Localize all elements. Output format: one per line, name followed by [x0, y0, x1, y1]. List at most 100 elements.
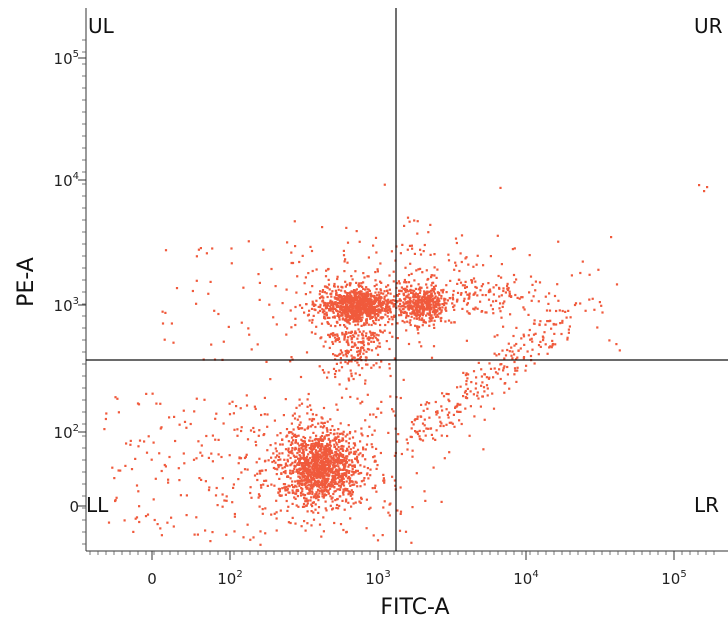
scatter-point — [532, 333, 536, 336]
scatter-point — [434, 315, 437, 318]
scatter-point — [393, 479, 396, 482]
scatter-point — [323, 480, 326, 483]
scatter-point — [298, 398, 301, 401]
scatter-point — [429, 297, 432, 300]
scatter-point — [358, 330, 361, 333]
scatter-point — [321, 495, 324, 498]
scatter-point — [304, 482, 308, 485]
scatter-point — [465, 303, 469, 306]
scatter-point — [296, 452, 299, 455]
scatter-point — [369, 315, 372, 318]
scatter-point — [329, 495, 332, 498]
scatter-point — [135, 516, 139, 519]
scatter-point — [357, 472, 360, 475]
scatter-point — [351, 436, 355, 439]
scatter-point — [292, 435, 295, 438]
scatter-point — [446, 299, 449, 302]
scatter-point — [321, 464, 324, 467]
scatter-point — [270, 456, 273, 459]
scatter-point — [366, 347, 369, 351]
scatter-point — [420, 312, 423, 315]
scatter-point — [294, 484, 297, 487]
scatter-point — [347, 297, 350, 300]
scatter-point — [499, 302, 502, 305]
scatter-point — [331, 316, 335, 319]
scatter-point — [418, 435, 421, 438]
scatter-point — [468, 292, 471, 295]
scatter-point — [116, 397, 119, 400]
scatter-point — [346, 455, 349, 458]
scatter-point — [329, 487, 332, 490]
scatter-point — [428, 416, 431, 419]
scatter-point — [428, 402, 431, 405]
scatter-point — [328, 346, 331, 349]
scatter-point — [340, 432, 343, 435]
scatter-point — [270, 513, 273, 516]
scatter-point — [487, 291, 490, 294]
scatter-point — [351, 491, 354, 494]
scatter-point — [358, 240, 361, 243]
scatter-point — [351, 480, 354, 483]
scatter-point — [412, 423, 415, 426]
scatter-point — [333, 296, 336, 299]
scatter-point — [316, 455, 319, 458]
scatter-point — [424, 403, 427, 406]
scatter-point — [298, 461, 301, 464]
scatter-point — [452, 305, 455, 309]
scatter-point — [322, 495, 325, 498]
scatter-point — [359, 350, 362, 353]
scatter-point — [296, 426, 300, 429]
scatter-point — [372, 321, 375, 325]
scatter-point — [318, 297, 322, 300]
scatter-point — [306, 499, 310, 502]
scatter-point — [334, 436, 337, 439]
scatter-point — [305, 497, 308, 500]
scatter-point — [296, 479, 299, 482]
scatter-point — [335, 354, 338, 357]
scatter-point — [340, 311, 343, 315]
scatter-point — [314, 481, 317, 485]
scatter-point — [333, 336, 337, 339]
scatter-point — [465, 285, 468, 289]
scatter-point — [422, 321, 425, 324]
scatter-point — [402, 301, 405, 304]
scatter-point — [471, 279, 474, 282]
scatter-point — [168, 455, 171, 459]
scatter-point — [353, 291, 356, 294]
scatter-point — [475, 286, 478, 289]
scatter-point — [370, 302, 373, 305]
scatter-point — [274, 442, 277, 445]
scatter-point — [290, 326, 293, 329]
scatter-point — [343, 270, 346, 273]
scatter-point — [421, 324, 424, 327]
scatter-point — [347, 342, 350, 345]
scatter-point — [375, 467, 378, 470]
scatter-point — [429, 427, 432, 430]
scatter-point — [347, 295, 350, 298]
scatter-point — [321, 486, 324, 489]
scatter-point — [214, 494, 218, 497]
scatter-point — [302, 470, 305, 473]
scatter-point — [306, 427, 309, 430]
scatter-point — [344, 459, 348, 462]
scatter-point — [113, 477, 116, 480]
scatter-point — [312, 473, 315, 476]
scatter-point — [365, 321, 369, 324]
scatter-point — [374, 318, 378, 322]
scatter-point — [412, 310, 415, 313]
scatter-point — [380, 316, 383, 319]
scatter-point — [356, 469, 359, 472]
scatter-point — [326, 430, 329, 433]
scatter-point — [379, 280, 382, 283]
scatter-point — [168, 416, 171, 419]
scatter-point — [472, 307, 475, 310]
scatter-point — [300, 447, 303, 450]
scatter-point — [332, 367, 336, 370]
scatter-point — [256, 343, 259, 346]
scatter-point — [337, 295, 341, 298]
scatter-point — [354, 307, 357, 310]
scatter-point — [107, 521, 111, 524]
scatter-point — [500, 276, 503, 279]
scatter-point — [467, 312, 470, 315]
scatter-point — [403, 297, 406, 300]
